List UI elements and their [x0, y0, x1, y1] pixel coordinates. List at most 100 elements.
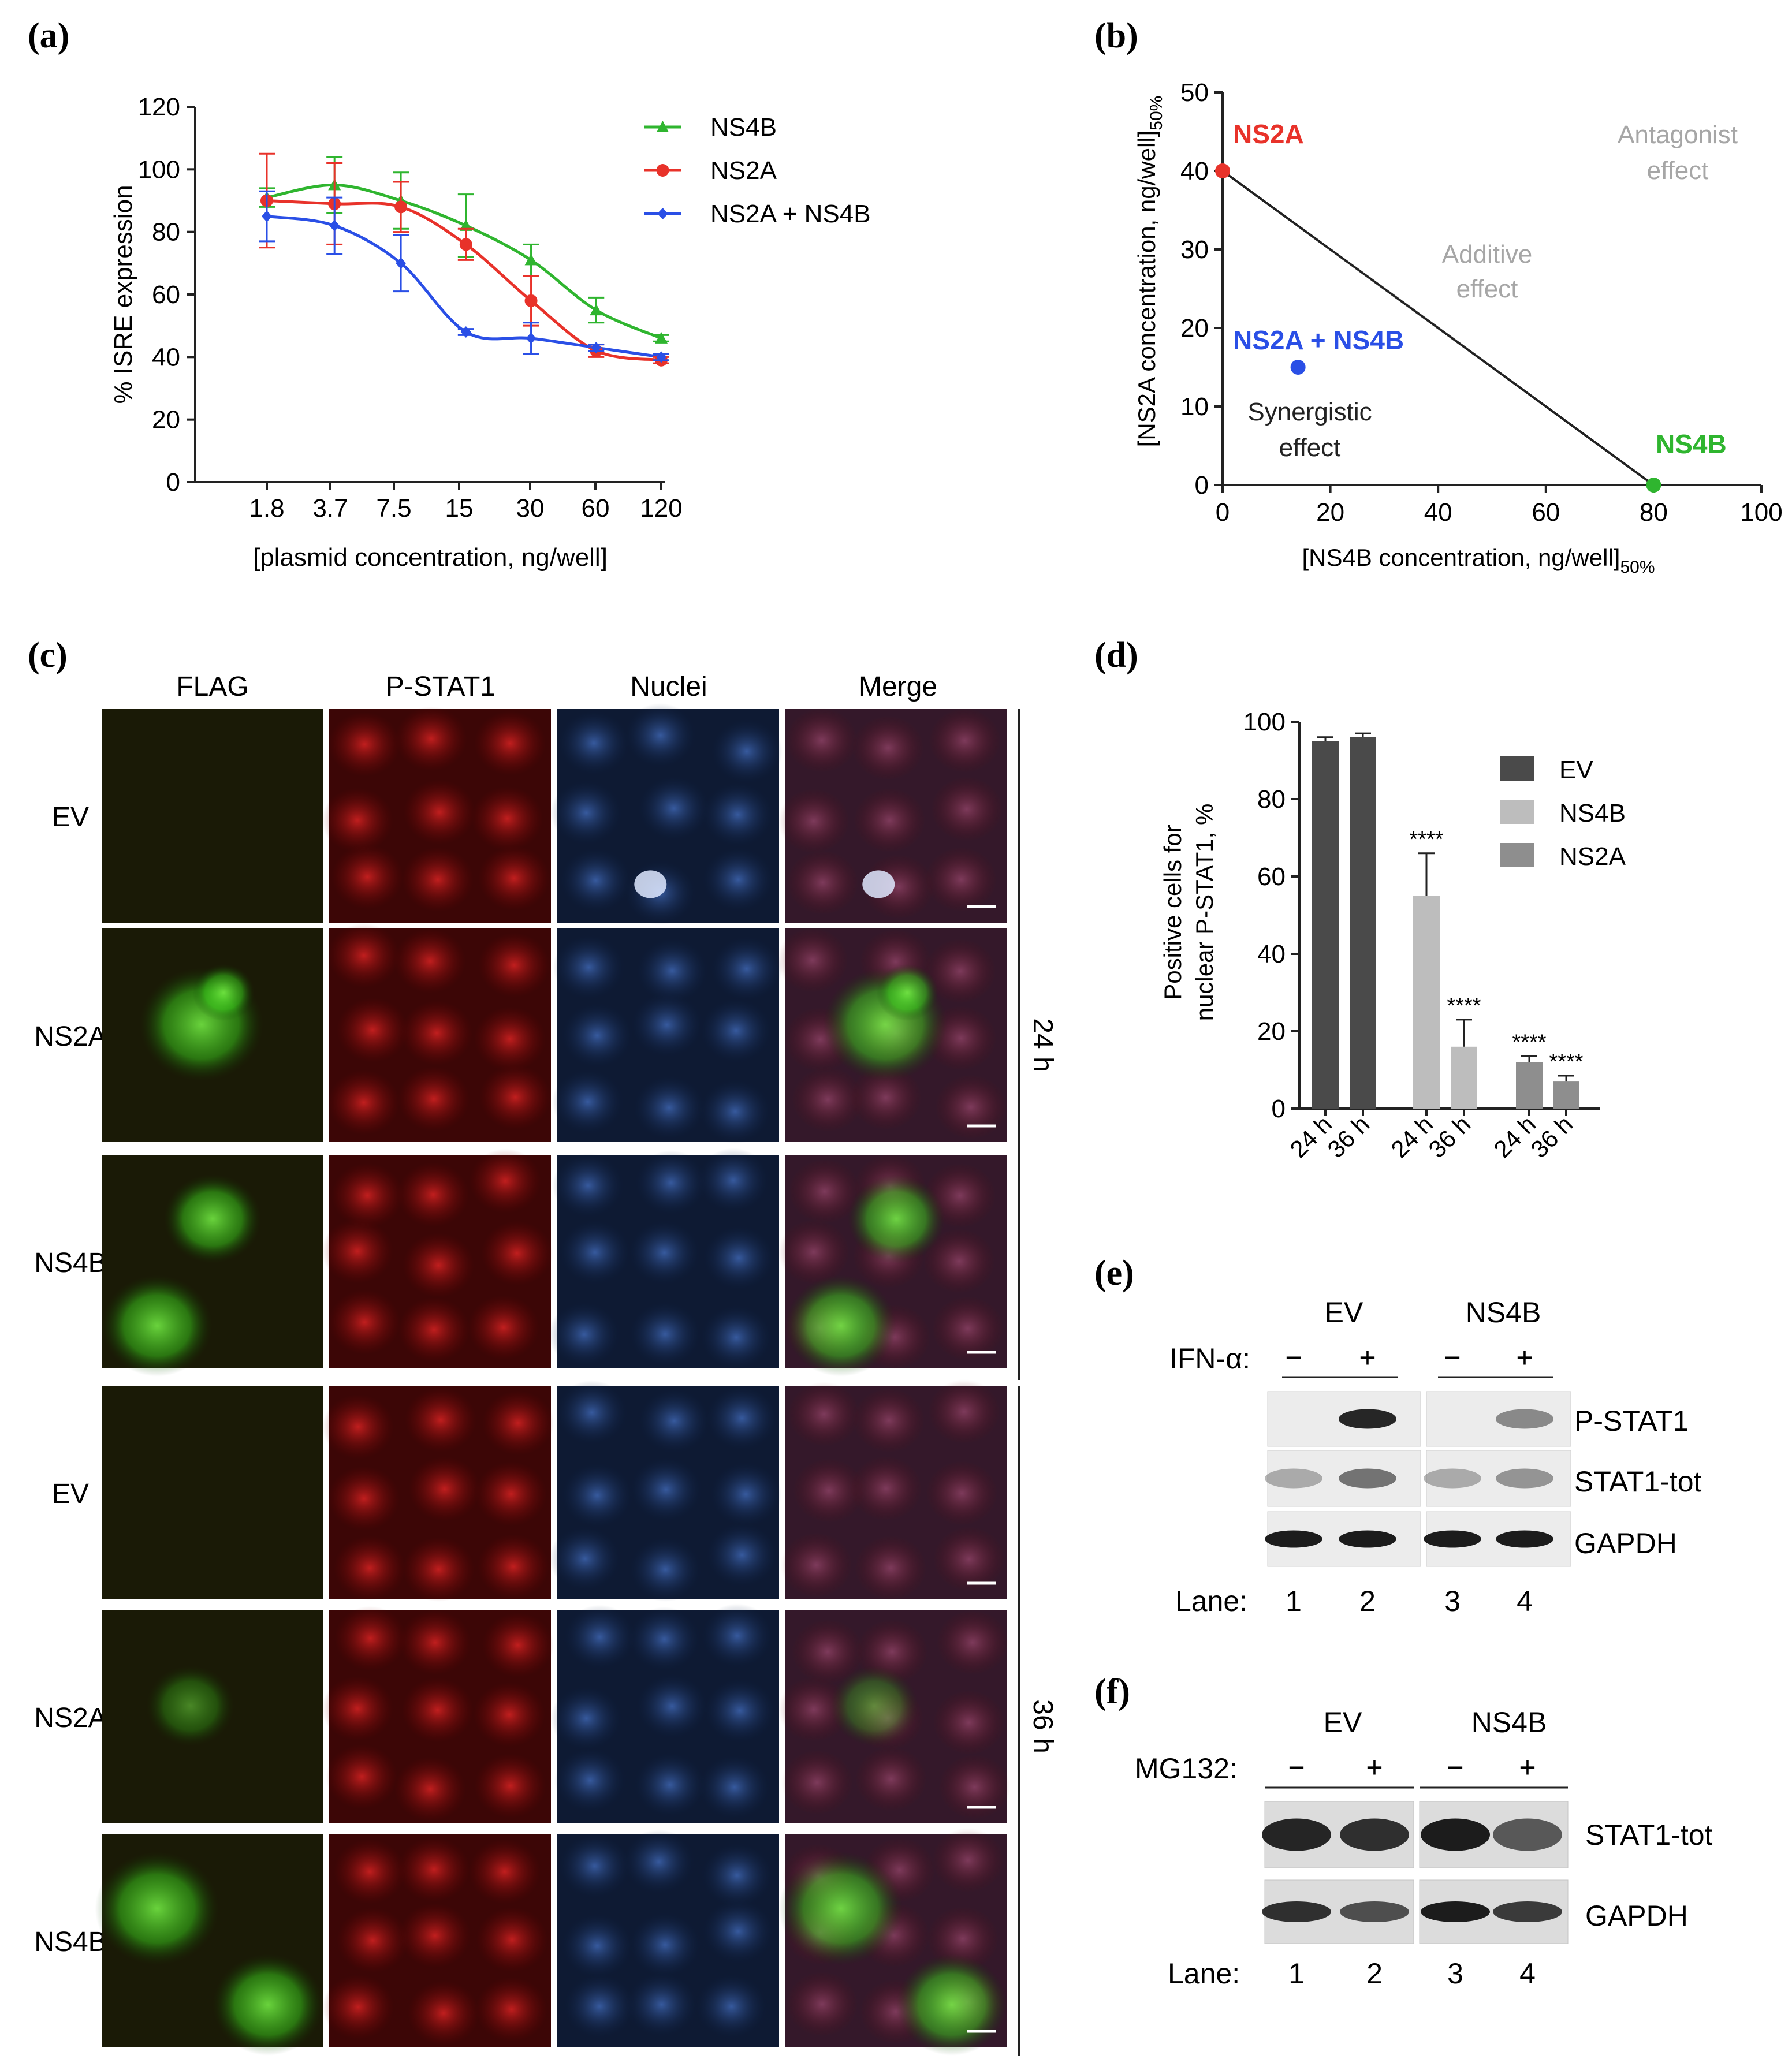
- a-point-ns2a: [459, 238, 472, 251]
- lane-number: 4: [1519, 1957, 1536, 1990]
- lane-number: 2: [1366, 1957, 1383, 1990]
- micrograph-ev-nuclei-36h: [549, 1380, 782, 1602]
- micrograph-ns4b-nuclei-36h: [557, 1829, 779, 2047]
- a-point-combo: [460, 326, 471, 338]
- d-y-tick-label: 80: [1257, 785, 1286, 814]
- panel-d-y-ticks: 0 20 40 60 80 100: [1243, 708, 1299, 1123]
- b-y-tick-label: 30: [1180, 236, 1209, 264]
- micrograph-ns4b-nuclei-24h: [548, 1148, 779, 1370]
- b-x-tick-label: 100: [1740, 498, 1782, 527]
- a-point-ns2a: [394, 200, 408, 214]
- panel-f-lane-label: Lane:: [1168, 1957, 1240, 1990]
- a-point-ns4b: [524, 253, 538, 266]
- b-x-tick-label: 20: [1316, 498, 1344, 527]
- micrograph-ns4b-pstat1-24h: [321, 1148, 553, 1368]
- d-y-tick-label: 60: [1257, 863, 1286, 891]
- micrograph-ns2a-pstat1-36h: [321, 1606, 554, 1823]
- micrograph-ev-merge-24h: [777, 708, 1007, 923]
- panel-e-group-ev: EV: [1325, 1296, 1363, 1329]
- panel-b-synergistic-line1: Synergistic: [1247, 398, 1372, 426]
- legend-label-ns2a: NS2A: [710, 156, 777, 185]
- treatment-sign: −: [1444, 1341, 1461, 1374]
- b-x-tick-label: 60: [1532, 498, 1560, 527]
- panel-f-letter: (f): [1094, 1672, 1130, 1711]
- treatment-sign: −: [1288, 1751, 1305, 1784]
- d-bar-ns2a: [1553, 1081, 1579, 1109]
- panel-b-ns2a-label: NS2A: [1233, 119, 1304, 149]
- legend-marker-ns2a: [656, 164, 669, 177]
- legend-label-ns4b-d: NS4B: [1559, 799, 1626, 827]
- a-y-tick-label: 60: [152, 281, 180, 309]
- panel-c-micrograph-grid: [95, 703, 1011, 2056]
- panel-f: (f) EV NS4B MG132: − + − + STAT1-tot GAPDH …: [1094, 1672, 1713, 1990]
- panel-b-y-label-sub: 50%: [1147, 96, 1166, 130]
- b-point-ns2a: [1215, 163, 1230, 178]
- micrograph-ev-pstat1-36h: [322, 1386, 554, 1602]
- legend-swatch-ns2a: [1500, 843, 1534, 867]
- legend-label-ns4b: NS4B: [710, 113, 777, 141]
- treatment-sign: +: [1366, 1751, 1383, 1784]
- panel-d-legend: EV NS4B NS2A: [1500, 756, 1626, 871]
- micrograph-ns4b-flag-24h: [102, 1155, 323, 1377]
- d-y-tick-label: 100: [1243, 708, 1286, 736]
- legend-swatch-ev: [1500, 756, 1534, 781]
- a-point-ns4b: [590, 304, 603, 316]
- micrograph-ns2a-nuclei-36h: [550, 1603, 779, 1823]
- blot-e-pstat1: [1267, 1391, 1571, 1447]
- panel-f-group-ev: EV: [1324, 1706, 1362, 1739]
- a-point-combo: [591, 342, 602, 354]
- d-significance: ****: [1512, 1031, 1546, 1055]
- panel-a-legend: NS4B NS2A NS2A + NS4B: [644, 113, 871, 228]
- a-x-tick-label: 120: [640, 494, 682, 523]
- col-header-merge: Merge: [859, 672, 937, 702]
- panel-b-y-ticks: 0 10 20 30 40 50: [1180, 79, 1223, 499]
- panel-b: (b) 0 10 20 30 40 50 0 20 40 60 80 100 [NS2A conce…: [1094, 16, 1783, 577]
- d-x-tick-label: 36 h: [1322, 1110, 1374, 1163]
- panel-b-x-ticks: 0 20 40 60 80 100: [1216, 485, 1783, 527]
- micrograph-ev-flag-36h: [102, 1386, 323, 1599]
- a-x-tick-label: 1.8: [249, 494, 284, 523]
- a-y-tick-label: 120: [138, 93, 180, 121]
- micrograph-ev-nuclei-24h: [550, 703, 783, 925]
- b-x-tick-label: 40: [1424, 498, 1452, 527]
- a-x-tick-label: 15: [445, 494, 474, 523]
- panel-f-band-gapdh: GAPDH: [1585, 1900, 1688, 1932]
- row-label-ns2a-24h: NS2A: [34, 1021, 106, 1052]
- panel-f-treatment: MG132:: [1135, 1752, 1238, 1785]
- a-point-ns2a: [524, 294, 538, 307]
- b-y-tick-label: 50: [1180, 79, 1209, 107]
- panel-c-letter: (c): [28, 636, 68, 675]
- b-y-tick-label: 10: [1180, 393, 1209, 421]
- row-label-ns4b-36h: NS4B: [34, 1927, 106, 1957]
- treatment-sign: −: [1447, 1751, 1463, 1784]
- lane-number: 1: [1286, 1585, 1302, 1617]
- row-label-ns4b-24h: NS4B: [34, 1248, 106, 1278]
- panel-b-antagonist-line1: Antagonist: [1618, 121, 1738, 149]
- panel-b-y-label: [NS2A concentration, ng/well]50%: [1133, 96, 1166, 447]
- b-y-tick-label: 40: [1180, 157, 1209, 185]
- panel-c: (c) FLAG P-STAT1 Nuclei Merge EV NS2A NS4B…: [28, 636, 1058, 2056]
- micrograph-ev-flag-24h: [102, 709, 323, 923]
- d-y-tick-label: 20: [1257, 1017, 1286, 1046]
- lane-number: 2: [1359, 1585, 1376, 1617]
- d-bar-ns4b: [1413, 896, 1440, 1109]
- a-point-combo: [656, 351, 666, 363]
- d-bar-ns2a: [1516, 1062, 1543, 1109]
- panel-e-blots: [1265, 1391, 1571, 1567]
- a-x-tick-label: 30: [516, 494, 545, 523]
- panel-f-blots: [1262, 1801, 1569, 1944]
- panel-d-letter: (d): [1094, 636, 1138, 675]
- b-x-tick-label: 0: [1216, 498, 1230, 527]
- legend-label-ev: EV: [1559, 756, 1593, 784]
- panel-b-additive-line2: effect: [1456, 275, 1518, 303]
- micrograph-ns2a-pstat1-24h: [327, 923, 552, 1142]
- d-y-tick-label: 0: [1272, 1095, 1286, 1123]
- a-point-ns4b: [655, 331, 668, 344]
- panel-e-lane-label: Lane:: [1175, 1585, 1247, 1617]
- d-bar-ns4b: [1451, 1046, 1477, 1109]
- panel-e-letter: (e): [1094, 1254, 1134, 1293]
- panel-a-y-label: % ISRE expression: [109, 185, 137, 404]
- b-y-tick-label: 20: [1180, 314, 1209, 342]
- panel-b-marks: [1215, 163, 1661, 493]
